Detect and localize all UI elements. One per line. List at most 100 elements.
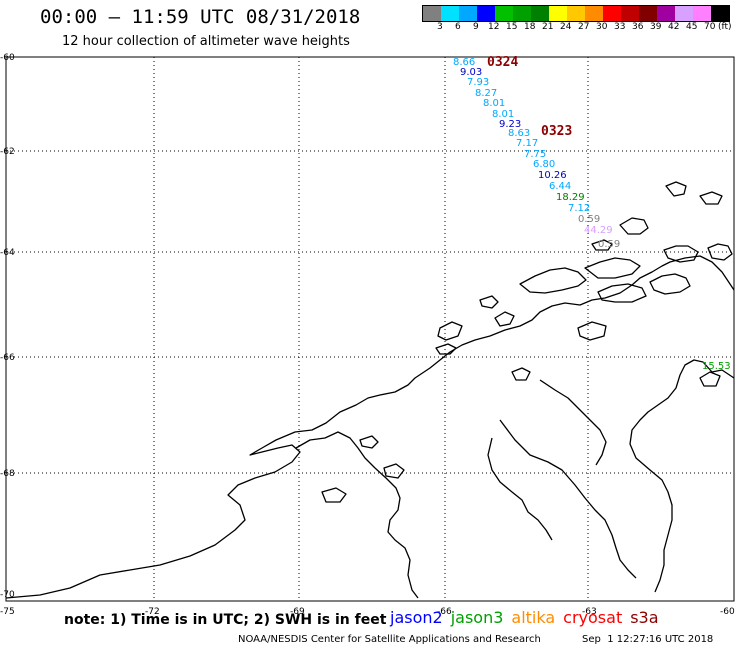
scale-tick-label: 9 [473, 22, 479, 32]
scale-tick-label: 27 [578, 22, 590, 32]
lon-label: -66 [437, 607, 452, 617]
obs-value: 8.66 [453, 57, 475, 68]
lon-label: -60 [720, 607, 735, 617]
island [437, 321, 463, 341]
obs-value: 7.17 [516, 138, 538, 149]
scale-swatch [693, 6, 711, 21]
obs-value: 7.75 [524, 149, 546, 160]
satellite-name: jason2 [390, 608, 443, 627]
satellite-legend: jason2 jason3 altika cryosat s3a [390, 608, 667, 627]
lon-label: -69 [290, 607, 305, 617]
scale-swatch [675, 6, 693, 21]
obs-value: 44.29 [584, 225, 613, 236]
obs-value: 9.03 [460, 67, 482, 78]
scale-swatch [459, 6, 477, 21]
obs-value: 8.01 [483, 98, 505, 109]
obs-value: 15.53 [702, 361, 731, 372]
island [649, 273, 691, 295]
scale-tick-label: 33 [614, 22, 626, 32]
satellite-name: altika [511, 608, 556, 627]
scale-swatch [531, 6, 549, 21]
obs-value: 18.29 [556, 192, 585, 203]
scale-tick-label: 6 [455, 22, 461, 32]
scale-swatch [513, 6, 531, 21]
lat-label: -62 [0, 147, 15, 157]
scale-tick-label: 18 [524, 22, 536, 32]
scale-swatch [495, 6, 513, 21]
scale-tick-label: 3 [437, 22, 443, 32]
inland-outline-2 [487, 437, 553, 541]
island [511, 367, 531, 381]
peninsula-west-coast [5, 255, 735, 599]
scale-swatch [711, 6, 729, 21]
scale-tick-label: 12 [488, 22, 500, 32]
island [597, 283, 647, 303]
footer-note: note: 1) Time is in UTC; 2) SWH is in fe… [64, 612, 387, 628]
scale-swatch [477, 6, 495, 21]
obs-value: 0.59 [578, 214, 600, 225]
lat-label: -60 [0, 53, 15, 63]
lon-label: -72 [145, 607, 160, 617]
map-subtitle: 12 hour collection of altimeter wave hei… [62, 34, 350, 49]
island [519, 267, 587, 294]
satellite-name: jason3 [450, 608, 504, 627]
scale-swatch [621, 6, 639, 21]
scale-tick-label: 42 [668, 22, 680, 32]
scale-swatch [423, 6, 441, 21]
coastline [5, 181, 735, 599]
obs-value: 0.59 [598, 239, 620, 250]
island [707, 243, 733, 261]
island [699, 371, 721, 387]
lat-label: -66 [0, 353, 15, 363]
island [383, 463, 405, 479]
scale-tick-label: 36 [632, 22, 644, 32]
scale-swatch [567, 6, 585, 21]
island [584, 257, 641, 279]
island [699, 191, 723, 205]
island [359, 435, 379, 449]
scale-swatch [549, 6, 567, 21]
scale-tick-label: 21 [542, 22, 554, 32]
island [577, 321, 607, 341]
obs-value: 7.93 [467, 77, 489, 88]
island [435, 343, 457, 355]
lat-label: -70 [0, 590, 15, 600]
footer-timestamp: Sep 1 12:27:16 UTC 2018 [582, 634, 714, 645]
pass-label: 0323 [541, 124, 572, 139]
lat-label: -75 [0, 607, 15, 617]
map-frame [5, 56, 735, 602]
lat-label: -64 [0, 248, 15, 258]
scale-unit-label: (ft) [718, 22, 732, 32]
island [591, 239, 613, 251]
wave-height-observations: 8.66 9.03 7.93 8.27 8.01 8.01 9.23 8.63 … [453, 57, 731, 372]
east-coast [629, 359, 735, 593]
lat-label: -68 [0, 469, 15, 479]
inland-outline-3 [539, 379, 607, 466]
island [619, 217, 649, 235]
map-title: 00:00 – 11:59 UTC 08/31/2018 [40, 6, 361, 28]
scale-tick-label: 70 [704, 22, 716, 32]
scale-tick-label: 45 [686, 22, 698, 32]
obs-value: 6.44 [549, 181, 571, 192]
obs-value: 8.27 [475, 88, 497, 99]
scale-tick-label: 15 [506, 22, 518, 32]
obs-value: 9.23 [499, 119, 521, 130]
scale-swatch [441, 6, 459, 21]
scale-swatch [639, 6, 657, 21]
obs-value: 7.12 [568, 203, 590, 214]
obs-value: 8.01 [492, 109, 514, 120]
satellite-name: s3a [630, 608, 659, 627]
graticule [6, 57, 734, 601]
inland-outline [499, 419, 637, 579]
scale-swatch [585, 6, 603, 21]
scale-tick-label: 24 [560, 22, 572, 32]
footer-credit: NOAA/NESDIS Center for Satellite Applica… [238, 634, 541, 645]
obs-value: 10.26 [538, 170, 567, 181]
satellite-name: cryosat [563, 608, 623, 627]
island [665, 181, 687, 197]
central-fjords [295, 431, 419, 599]
scale-tick-label: 39 [650, 22, 662, 32]
island [321, 487, 347, 503]
obs-value: 8.63 [508, 128, 530, 139]
